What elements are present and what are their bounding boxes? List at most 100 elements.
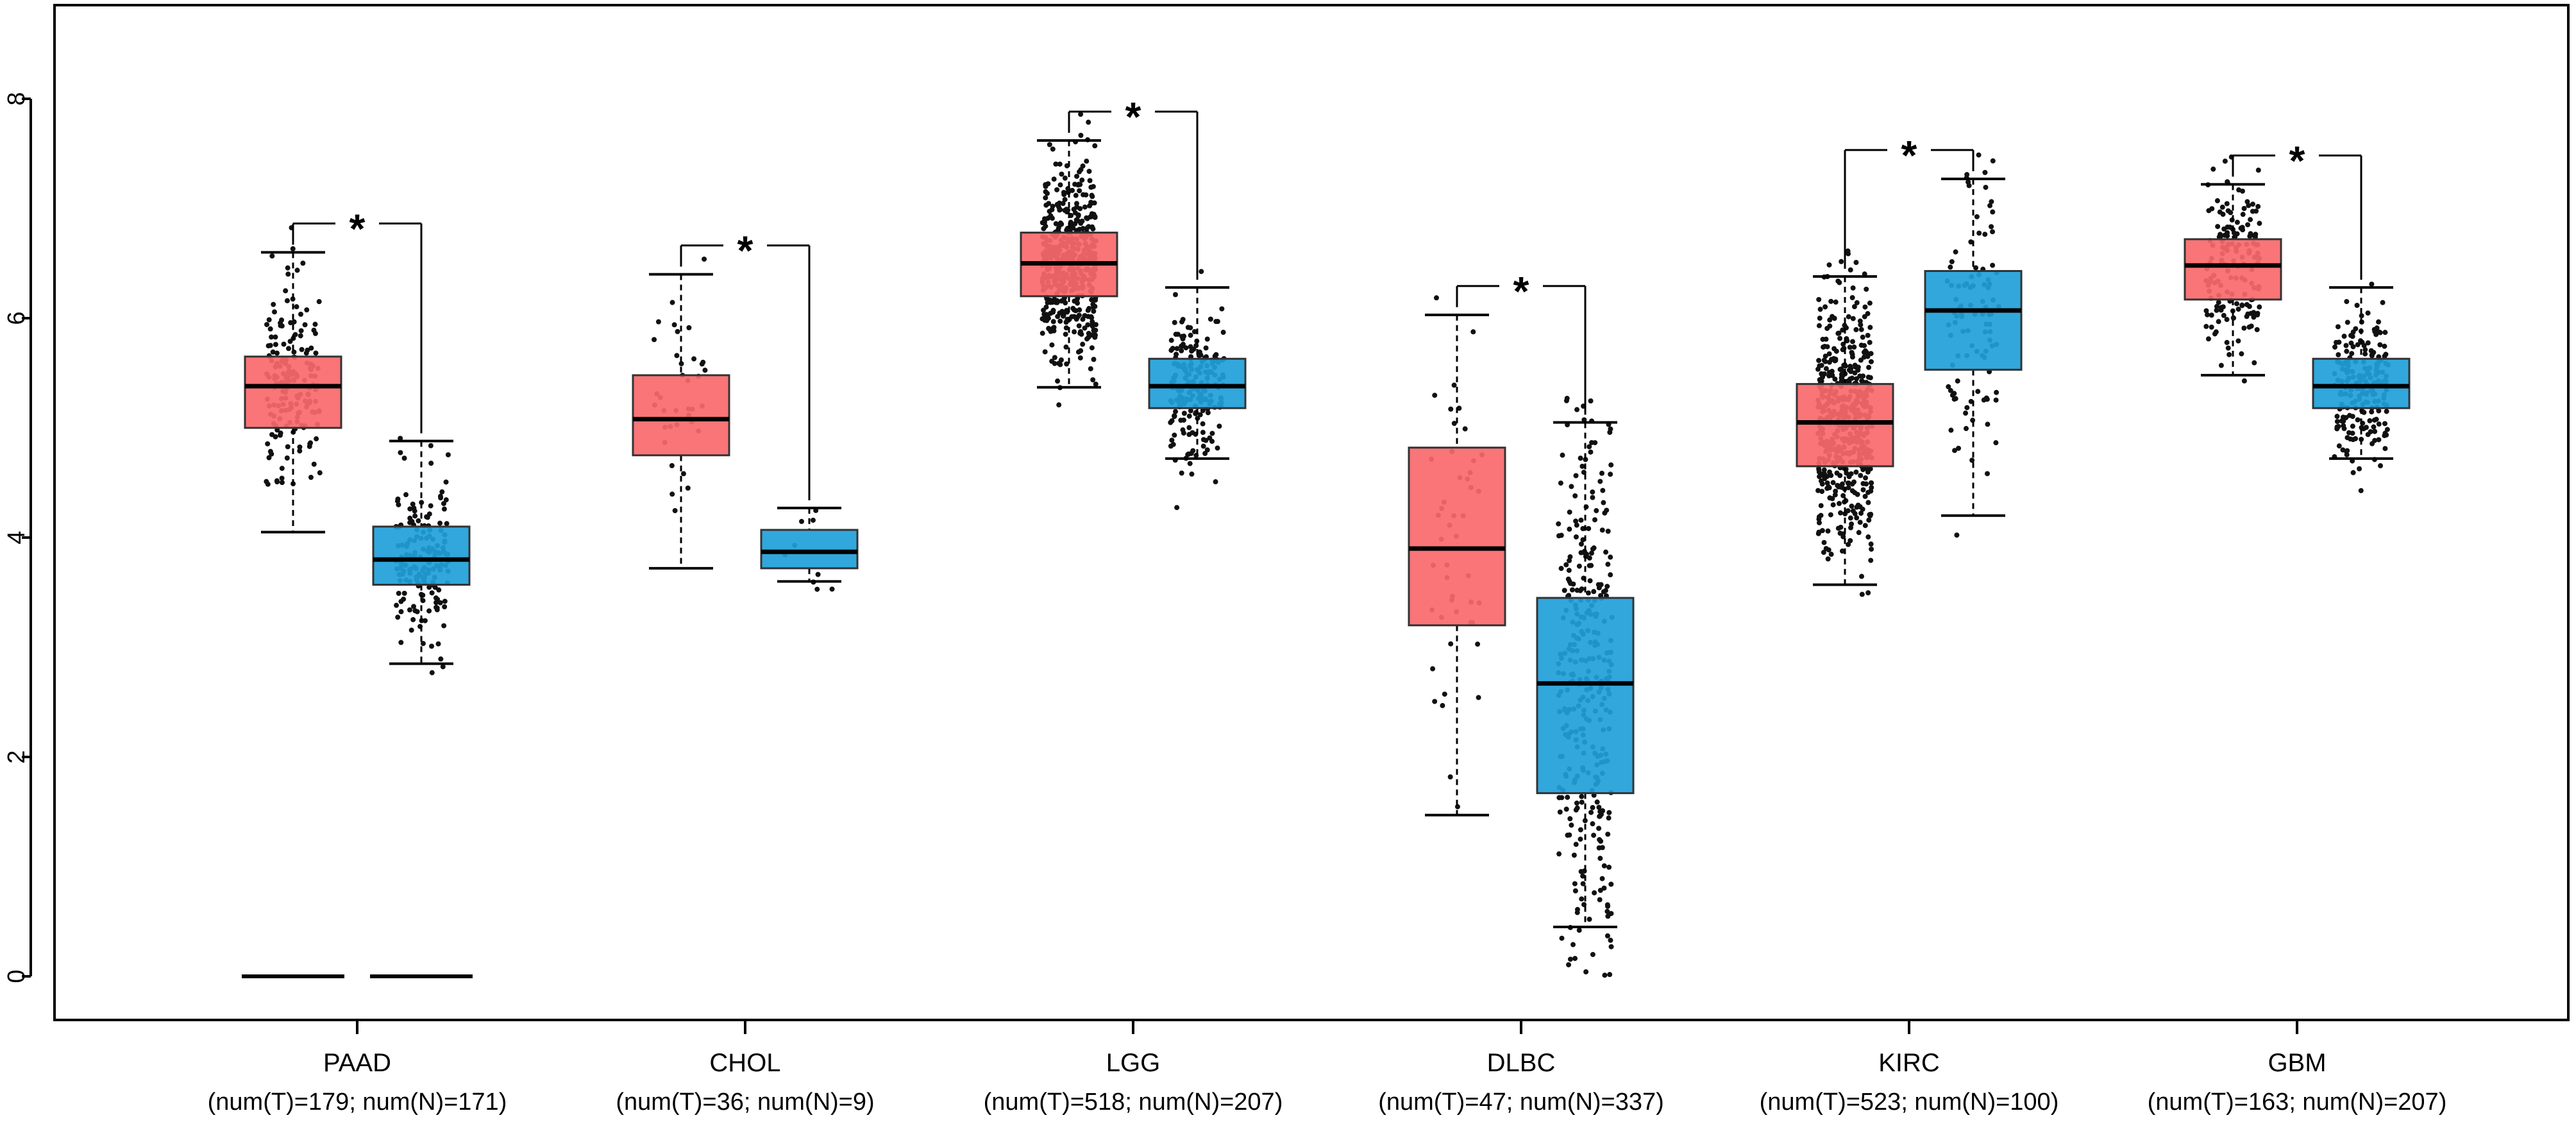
group-gbm-tumor-point bbox=[2216, 300, 2221, 305]
group-kirc-tumor-point bbox=[1838, 510, 1844, 516]
group-paad-normal-point bbox=[442, 599, 448, 604]
group-dlbc-normal-point bbox=[1608, 937, 1613, 943]
group-kirc-normal-box bbox=[1924, 269, 2023, 371]
group-lgg-tumor-point bbox=[1088, 366, 1093, 371]
group-kirc-tumor-point bbox=[1869, 547, 1874, 552]
group-dlbc-normal-point bbox=[1606, 864, 1612, 870]
group-paad-tumor-point bbox=[265, 441, 271, 446]
group-kirc-tumor-point bbox=[1839, 378, 1844, 384]
group-dlbc-x-label: DLBC bbox=[1487, 1049, 1556, 1077]
group-kirc-tumor-point bbox=[1865, 534, 1871, 540]
group-kirc-tumor-point bbox=[1867, 300, 1873, 306]
group-lgg-tumor-point bbox=[1093, 297, 1099, 303]
group-kirc-tumor-point bbox=[1828, 512, 1833, 518]
group-gbm-star-gap bbox=[2275, 148, 2319, 164]
group-paad-x-counts: (num(T)=179; num(N)=171) bbox=[208, 1089, 507, 1116]
group-lgg-tumor-point bbox=[1059, 309, 1065, 314]
group-lgg-normal-point bbox=[1220, 330, 1226, 335]
group-gbm-tumor-point bbox=[2205, 312, 2210, 318]
group-kirc-tumor-point bbox=[1862, 523, 1868, 529]
group-gbm-normal-point bbox=[2335, 324, 2341, 330]
group-kirc-tumor-point bbox=[1823, 546, 1829, 552]
group-kirc-normal-point bbox=[1990, 158, 1996, 164]
group-lgg-tumor-point bbox=[1082, 325, 1088, 331]
group-lgg-tumor-point bbox=[1092, 143, 1098, 149]
group-gbm-tumor-point bbox=[2241, 325, 2247, 331]
group-paad-tumor-point bbox=[274, 478, 280, 484]
group-lgg-normal-point bbox=[1200, 443, 1206, 449]
group-lgg-tumor-point bbox=[1049, 359, 1055, 364]
group-lgg-tumor-point bbox=[1055, 378, 1061, 384]
group-kirc-tumor-point bbox=[1833, 299, 1839, 305]
group-kirc-tumor-point bbox=[1865, 332, 1871, 338]
group-lgg-tumor-point bbox=[1063, 344, 1069, 350]
group-dlbc-normal-point bbox=[1567, 956, 1573, 962]
group-lgg-tumor-point bbox=[1091, 309, 1097, 314]
group-dlbc-normal-point bbox=[1587, 578, 1593, 584]
group-kirc-tumor-point bbox=[1832, 492, 1838, 498]
group-gbm-normal-point bbox=[2361, 426, 2366, 432]
group-lgg-normal-point bbox=[1189, 471, 1195, 477]
group-lgg-tumor-point bbox=[1078, 112, 1084, 117]
group-paad-x-label: PAAD bbox=[323, 1049, 391, 1077]
group-chol-normal-box bbox=[760, 529, 859, 570]
group-paad-tumor-point bbox=[308, 475, 314, 480]
group-kirc-tumor-point bbox=[1825, 528, 1831, 534]
group-dlbc-normal-point bbox=[1608, 881, 1614, 887]
group-dlbc-normal-point bbox=[1588, 398, 1594, 404]
group-dlbc-normal-point bbox=[1604, 584, 1610, 590]
group-kirc-x-label: KIRC bbox=[1878, 1049, 1940, 1077]
group-gbm-normal-point bbox=[2384, 409, 2389, 414]
group-dlbc-normal-point bbox=[1587, 555, 1592, 561]
group-lgg-tumor-point bbox=[1080, 163, 1086, 169]
group-gbm-tumor-point bbox=[2244, 199, 2250, 205]
group-dlbc-normal-point bbox=[1597, 837, 1603, 842]
group-dlbc-normal-point bbox=[1569, 822, 1574, 828]
group-gbm-normal-point bbox=[2361, 343, 2367, 348]
group-gbm-tumor-point bbox=[2239, 351, 2244, 357]
group-dlbc-normal-point bbox=[1604, 507, 1610, 513]
group-kirc-tumor-point bbox=[1840, 327, 1846, 333]
group-kirc-tumor-point bbox=[1854, 515, 1860, 521]
group-kirc-tumor-point bbox=[1817, 316, 1823, 321]
group-dlbc-normal-point bbox=[1588, 563, 1594, 568]
group-paad-tumor-point bbox=[302, 322, 308, 328]
group-lgg-normal-point bbox=[1172, 432, 1177, 438]
group-gbm-normal-point bbox=[2374, 325, 2380, 331]
group-lgg-tumor-point bbox=[1050, 203, 1056, 209]
group-dlbc-normal-point bbox=[1563, 562, 1569, 568]
group-kirc-tumor-point bbox=[1853, 327, 1859, 332]
group-dlbc-normal-point bbox=[1601, 863, 1607, 869]
group-kirc-tumor-point bbox=[1816, 520, 1822, 525]
group-kirc-normal-point bbox=[1969, 457, 1975, 463]
x-axis: PAAD (num(T)=179; num(N)=171) CHOL (num(T)=… bbox=[208, 1020, 2446, 1116]
group-paad-normal-point bbox=[410, 616, 416, 622]
group-chol-tumor-point bbox=[702, 368, 708, 373]
group-lgg-tumor-point bbox=[1056, 361, 1062, 366]
group-paad-normal-point bbox=[394, 498, 400, 504]
group-lgg-normal-point bbox=[1168, 420, 1174, 425]
group-kirc-tumor-point bbox=[1848, 538, 1853, 543]
group-lgg-normal-point bbox=[1203, 437, 1209, 443]
group-gbm-tumor-point bbox=[2234, 219, 2240, 225]
group-gbm-normal-point bbox=[2371, 424, 2377, 430]
group-kirc-tumor-point bbox=[1865, 590, 1871, 596]
group-kirc-tumor-point bbox=[1866, 517, 1872, 523]
group-gbm-normal-point bbox=[2350, 470, 2356, 475]
group-kirc-tumor-point bbox=[1830, 480, 1836, 486]
group-gbm-tumor-point bbox=[2221, 312, 2227, 318]
group-kirc-normal-point bbox=[1949, 393, 1955, 398]
y-axis: 0 2 4 6 8 bbox=[3, 92, 32, 983]
group-dlbc-tumor-point bbox=[1432, 699, 1438, 704]
group-dlbc-tumor-point bbox=[1476, 695, 1481, 701]
group-lgg-normal-point bbox=[1197, 349, 1202, 355]
group-dlbc-normal-point bbox=[1578, 541, 1584, 547]
group-kirc-tumor-point bbox=[1834, 470, 1840, 476]
group-dlbc-normal-point bbox=[1597, 856, 1603, 862]
group-lgg-tumor-point bbox=[1078, 133, 1084, 139]
group-dlbc-normal-point bbox=[1579, 463, 1585, 469]
group-paad-tumor-point bbox=[285, 271, 291, 277]
group-dlbc-normal-point bbox=[1597, 479, 1603, 484]
group-dlbc-normal-point bbox=[1606, 815, 1612, 821]
group-lgg-tumor-point bbox=[1042, 349, 1048, 355]
